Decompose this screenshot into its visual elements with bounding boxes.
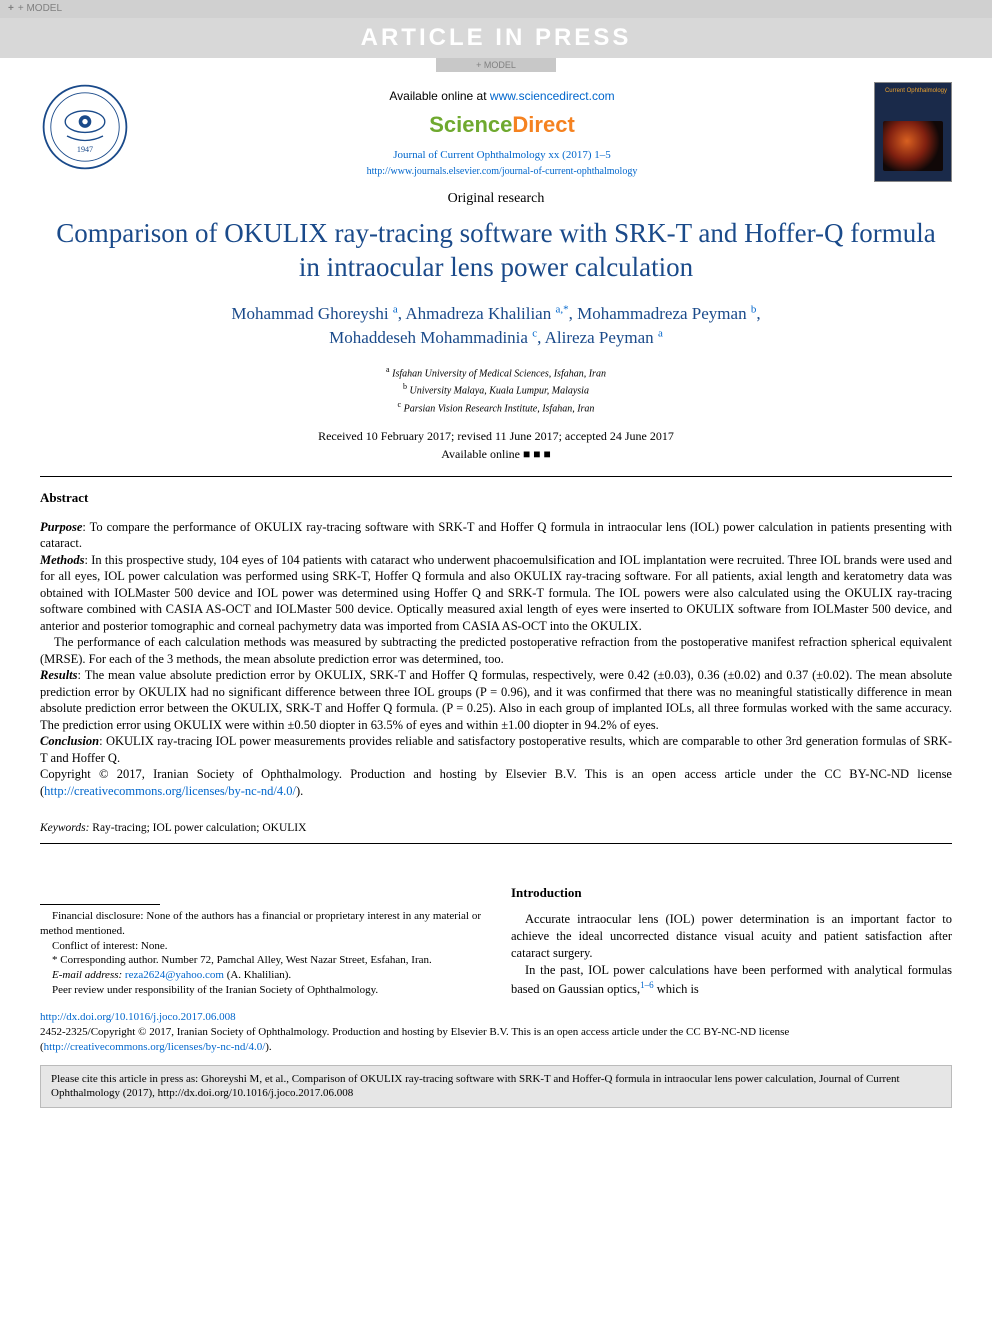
footnote-rule [40, 904, 160, 905]
sciencedirect-url[interactable]: www.sciencedirect.com [490, 89, 615, 103]
abstract-heading: Abstract [40, 489, 952, 507]
available-online-date: Available online ■ ■ ■ [0, 446, 992, 462]
footnote-email: E-mail address: reza2624@yahoo.com (A. K… [40, 968, 481, 983]
header-section: 1947 Available online at www.sciencedire… [0, 72, 992, 186]
sciencedirect-logo[interactable]: ScienceDirect [130, 110, 874, 140]
footnote-coi: Conflict of interest: None. [40, 939, 481, 954]
article-in-press-banner: ARTICLE IN PRESS [0, 18, 992, 58]
authors-list: Mohammad Ghoreyshi a, Ahmadreza Khalilia… [0, 302, 992, 350]
article-title: Comparison of OKULIX ray-tracing softwar… [0, 217, 992, 285]
journal-cover-thumbnail: Current Ophthalmology [874, 82, 952, 182]
article-dates: Received 10 February 2017; revised 11 Ju… [0, 428, 992, 444]
logo-year: 1947 [77, 145, 93, 154]
footnote-peer-review: Peer review under responsibility of the … [40, 983, 481, 998]
journal-url[interactable]: http://www.journals.elsevier.com/journal… [130, 165, 874, 179]
model-bar-small: + MODEL [436, 58, 556, 72]
right-column: Introduction Accurate intraocular lens (… [511, 884, 952, 998]
intro-p1: Accurate intraocular lens (IOL) power de… [511, 911, 952, 962]
society-logo: 1947 [40, 82, 130, 172]
cc-license-link-footer[interactable]: http://creativecommons.org/licenses/by-n… [44, 1041, 266, 1053]
cc-license-link[interactable]: http://creativecommons.org/licenses/by-n… [44, 784, 296, 798]
cover-image [883, 121, 943, 171]
doi-link[interactable]: http://dx.doi.org/10.1016/j.joco.2017.06… [40, 1011, 236, 1023]
introduction-heading: Introduction [511, 884, 952, 902]
article-type: Original research [0, 190, 992, 209]
corresponding-email[interactable]: reza2624@yahoo.com [125, 969, 224, 981]
copyright-line: Copyright © 2017, Iranian Society of Oph… [40, 766, 952, 799]
affiliations: a Isfahan University of Medical Sciences… [0, 364, 992, 416]
available-online-line: Available online at www.sciencedirect.co… [130, 88, 874, 104]
intro-p2: In the past, IOL power calculations have… [511, 962, 952, 998]
model-label: + MODEL [18, 2, 62, 16]
model-bar-top: + + MODEL [0, 0, 992, 18]
plus-icon: + [8, 2, 14, 16]
left-column: Financial disclosure: None of the author… [40, 884, 481, 998]
cite-this-article-box: Please cite this article in press as: Gh… [40, 1065, 952, 1109]
keywords: Keywords: Ray-tracing; IOL power calcula… [0, 811, 992, 843]
footnote-financial: Financial disclosure: None of the author… [40, 909, 481, 939]
footnote-corresponding: * Corresponding author. Number 72, Pamch… [40, 953, 481, 968]
two-column-body: Financial disclosure: None of the author… [0, 844, 992, 998]
journal-reference: Journal of Current Ophthalmology xx (201… [130, 148, 874, 163]
abstract: Abstract Purpose: To compare the perform… [0, 477, 992, 811]
doi-block: http://dx.doi.org/10.1016/j.joco.2017.06… [0, 998, 992, 1059]
header-center: Available online at www.sciencedirect.co… [130, 82, 874, 178]
